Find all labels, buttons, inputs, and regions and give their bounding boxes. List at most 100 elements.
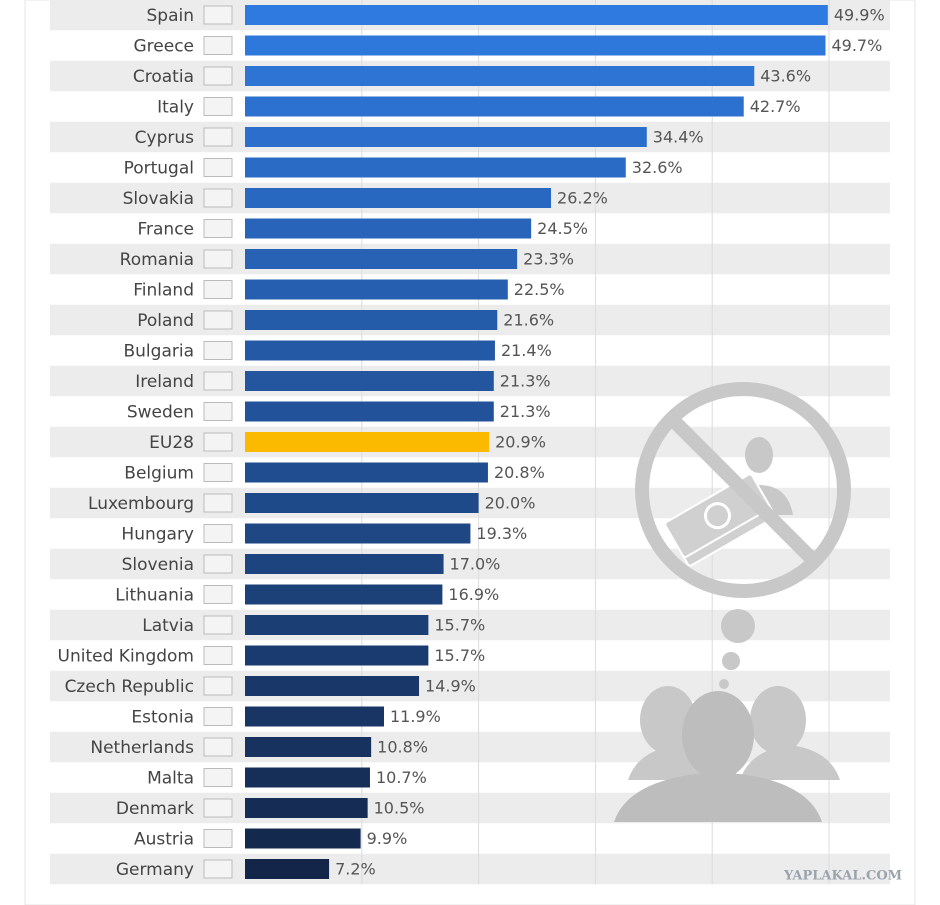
value-label: 24.5%	[537, 219, 588, 238]
value-label: 21.3%	[500, 372, 551, 391]
bar	[245, 859, 330, 879]
flag-icon	[203, 768, 233, 787]
value-label: 43.6%	[760, 67, 811, 86]
bar	[245, 401, 494, 422]
bar	[245, 35, 826, 56]
flag-icon	[203, 402, 233, 421]
category-label: Finland	[133, 281, 194, 301]
bar	[245, 218, 532, 239]
flag-icon	[203, 463, 233, 482]
flag-icon	[203, 66, 233, 86]
category-label: Latvia	[142, 616, 194, 636]
row-band	[50, 548, 890, 580]
flag-icon	[203, 280, 233, 299]
category-label: Poland	[137, 311, 194, 331]
value-label: 10.7%	[376, 768, 427, 787]
value-label: 17.0%	[450, 555, 501, 574]
flag-icon	[203, 341, 233, 360]
bar	[245, 279, 508, 300]
value-label: 16.9%	[448, 585, 499, 604]
value-label: 26.2%	[557, 189, 608, 208]
bar	[245, 706, 384, 727]
flag-icon	[203, 249, 233, 269]
flag-icon	[203, 371, 233, 391]
flag-icon	[203, 310, 233, 330]
flag-icon	[203, 158, 233, 177]
category-label: Netherlands	[90, 738, 194, 758]
category-label: Cyprus	[135, 128, 194, 148]
bar	[245, 554, 444, 574]
bar	[245, 767, 370, 788]
flag-icon	[203, 859, 233, 879]
illustration	[614, 382, 851, 822]
category-label: Estonia	[131, 708, 194, 728]
row-band	[50, 853, 890, 885]
category-label: Denmark	[116, 799, 194, 819]
bar	[245, 432, 490, 452]
bar	[245, 371, 494, 391]
value-label: 21.3%	[500, 402, 551, 421]
category-label: Czech Republic	[65, 677, 194, 697]
category-label: Lithuania	[115, 586, 194, 606]
value-label: 15.7%	[434, 646, 485, 665]
flag-icon	[203, 524, 233, 543]
value-label: 21.4%	[501, 341, 552, 360]
bar	[245, 798, 368, 818]
value-label: 9.9%	[367, 829, 408, 848]
category-label: Bulgaria	[124, 342, 195, 362]
flag-icon	[203, 798, 233, 818]
bar	[245, 340, 495, 361]
value-label: 10.8%	[377, 738, 428, 757]
bar	[245, 249, 518, 269]
category-label: Greece	[133, 37, 194, 57]
category-label: Croatia	[133, 67, 194, 87]
bar	[245, 127, 647, 147]
category-label: Sweden	[127, 403, 194, 423]
flag-icon	[203, 36, 233, 55]
watermark: YAPLAKAL.COM	[783, 869, 902, 884]
bar	[245, 645, 429, 666]
category-label: Austria	[134, 830, 194, 850]
value-label: 14.9%	[425, 677, 476, 696]
category-label: Belgium	[124, 464, 194, 484]
row-band	[50, 670, 890, 702]
bar	[245, 615, 429, 635]
flag-icon	[203, 554, 233, 574]
bar	[245, 737, 372, 757]
category-label: Italy	[157, 98, 194, 118]
category-label: Slovenia	[122, 555, 194, 575]
category-label: Ireland	[135, 372, 194, 392]
value-label: 20.8%	[494, 463, 545, 482]
bar	[245, 157, 626, 178]
flag-icon	[203, 432, 233, 452]
flag-icon	[203, 615, 233, 635]
category-label: Slovakia	[123, 189, 194, 209]
value-label: 23.3%	[523, 250, 574, 269]
flag-icon	[203, 737, 233, 757]
bar	[245, 828, 361, 849]
value-label: 20.0%	[485, 494, 536, 513]
value-label: 49.7%	[831, 36, 882, 55]
value-label: 10.5%	[374, 799, 425, 818]
bar	[245, 523, 471, 544]
flag-icon	[203, 97, 233, 116]
value-label: 11.9%	[390, 707, 441, 726]
flag-icon	[203, 707, 233, 726]
category-label: Luxembourg	[88, 494, 194, 514]
category-label: Spain	[147, 6, 195, 26]
value-label: 49.9%	[834, 6, 885, 25]
value-label: 19.3%	[476, 524, 527, 543]
category-label: Malta	[147, 769, 194, 789]
flag-icon	[203, 829, 233, 848]
bar	[245, 493, 479, 513]
value-label: 22.5%	[514, 280, 565, 299]
flag-icon	[203, 188, 233, 208]
category-label: United Kingdom	[58, 647, 194, 667]
bar	[245, 96, 744, 117]
bars: Spain 49.9% Greece 49.7% Croatia 43.6% Italy 42…	[58, 5, 885, 880]
value-label: 34.4%	[653, 128, 704, 147]
flag-icon	[203, 219, 233, 238]
flag-icon	[203, 5, 233, 25]
category-label: Romania	[120, 250, 194, 270]
bar	[245, 462, 488, 483]
